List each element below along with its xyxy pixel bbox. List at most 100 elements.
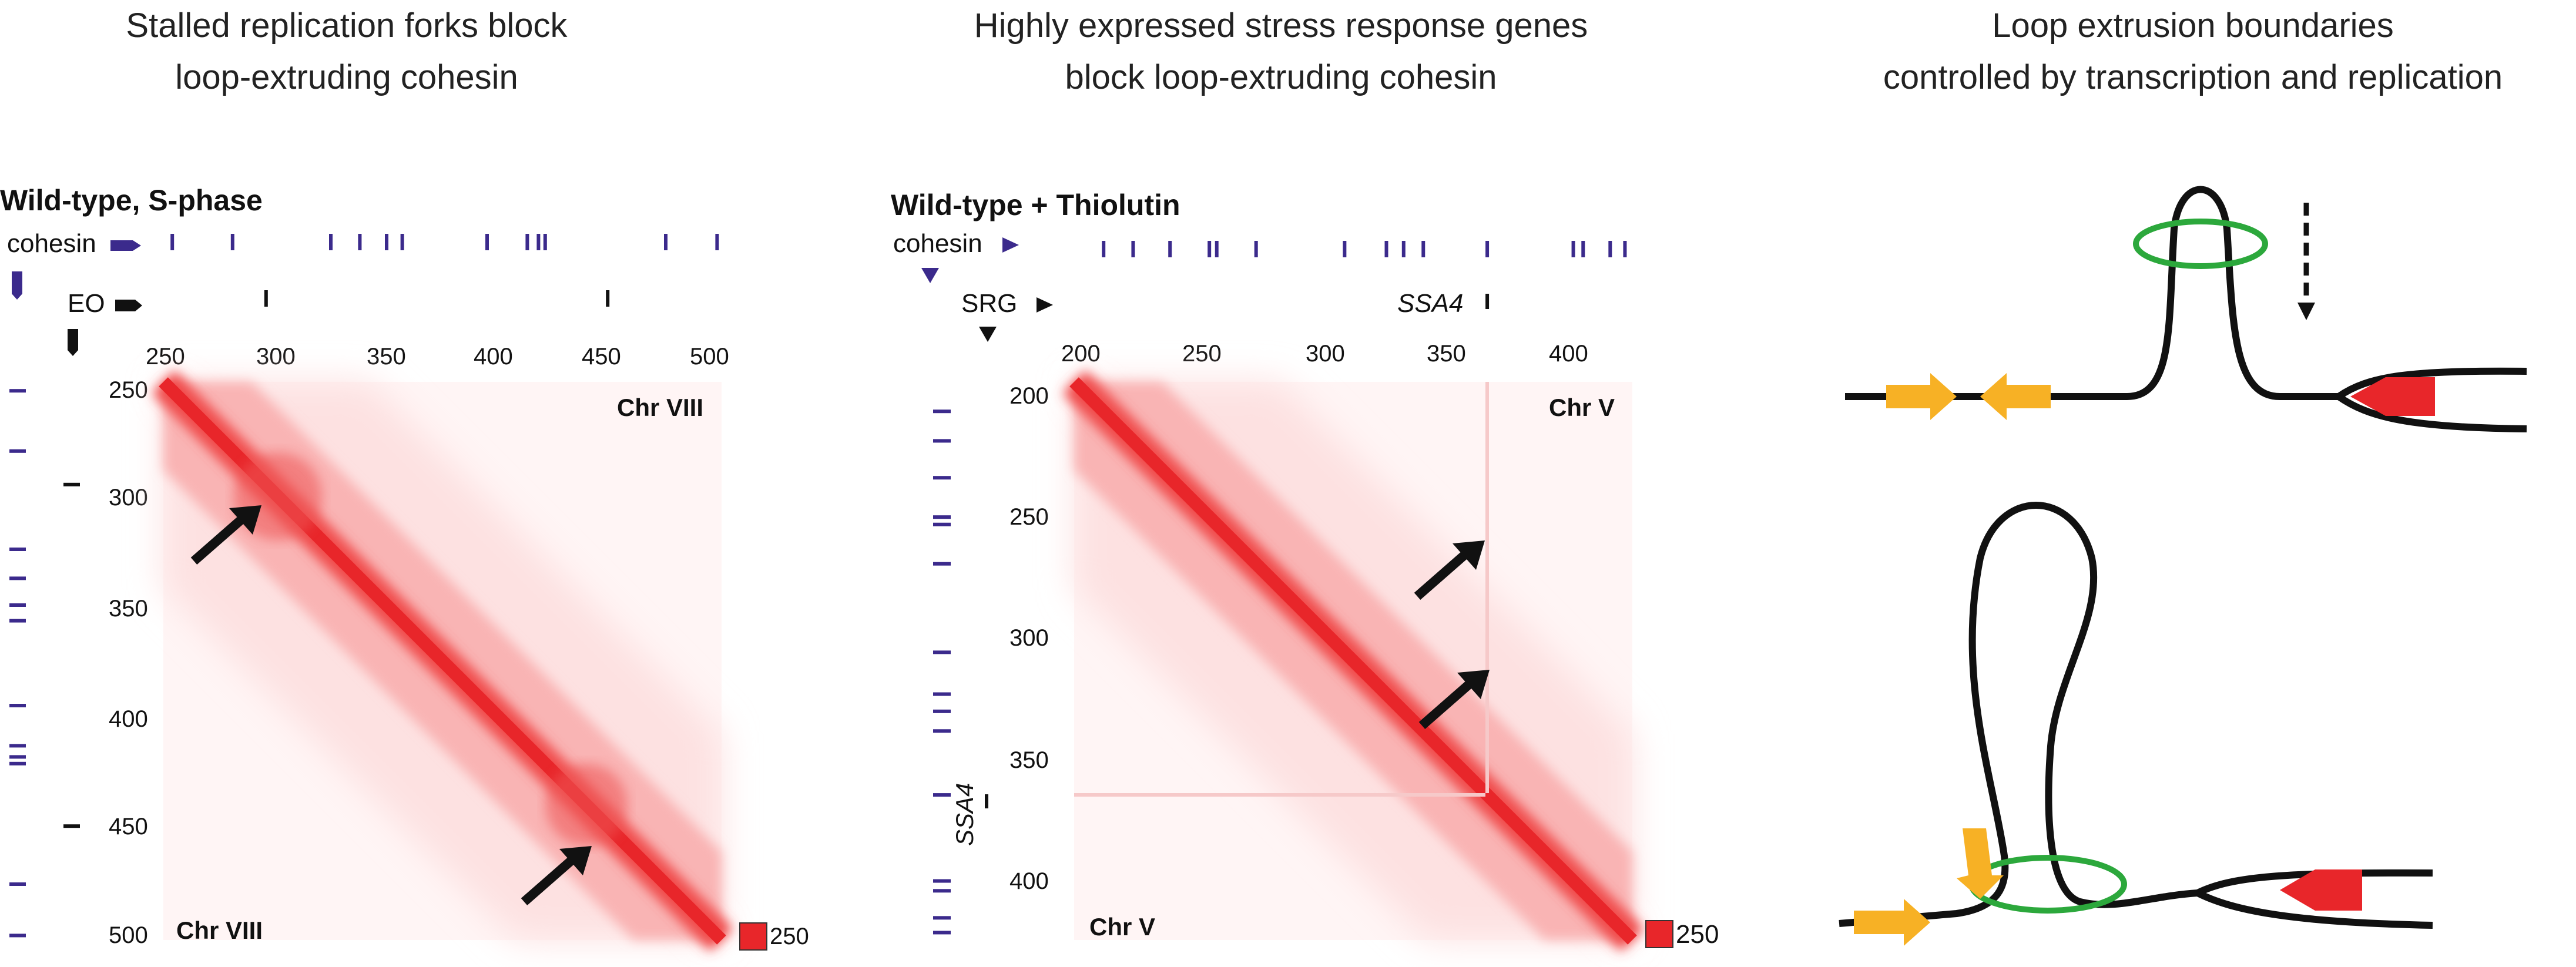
cohesin-site-mark xyxy=(1254,241,1258,257)
cohesin-site-mark xyxy=(1131,241,1135,257)
cohesin-site-mark xyxy=(1102,241,1106,257)
cohesin-site-mark xyxy=(1581,241,1585,257)
cohesin-site-mark xyxy=(536,234,541,250)
panel-b-title-line1: Highly expressed stress response genes xyxy=(974,6,1588,45)
cohesin-site-mark xyxy=(1343,241,1347,257)
panel-b-cohesin-arrow-icon xyxy=(1002,237,1019,253)
eo-site-mark xyxy=(264,290,268,307)
replication-fork-arrow-icon xyxy=(2350,377,2435,416)
panel-a-ytick: 300 xyxy=(109,485,148,511)
cohesin-site-mark xyxy=(933,439,951,443)
panel-a-ytick: 500 xyxy=(109,922,148,948)
cohesin-site-mark xyxy=(1623,241,1627,257)
panel-b-title-line2: block loop-extruding cohesin xyxy=(1065,58,1497,96)
cohesin-site-mark xyxy=(9,389,26,393)
panel-b-gene-label-side: SSA4 xyxy=(951,783,978,846)
transcription-arrow-icon xyxy=(1886,373,1957,420)
panel-a-ytick: 250 xyxy=(109,377,148,403)
cohesin-site-mark xyxy=(933,522,951,526)
cohesin-site-mark xyxy=(1401,241,1406,257)
cohesin-site-mark xyxy=(933,409,951,414)
panel-a-xtick: 350 xyxy=(367,344,406,370)
cohesin-ring-icon xyxy=(2133,219,2268,269)
panel-b-gene-label: SSA4 xyxy=(1397,289,1464,318)
cohesin-site-mark xyxy=(525,234,529,250)
cohesin-site-mark xyxy=(1215,241,1219,257)
cohesin-site-mark xyxy=(9,761,26,765)
panel-b-xtick: 250 xyxy=(1182,341,1222,367)
cohesin-site-mark xyxy=(385,234,388,250)
panel-a-cohesin-arrow-icon xyxy=(110,240,141,251)
srg-site-mark xyxy=(1485,294,1490,309)
panel-a-xtick: 450 xyxy=(582,344,621,370)
cohesin-site-mark xyxy=(170,234,175,250)
panel-b-title: Highly expressed stress response genes b… xyxy=(899,0,1663,103)
panel-b-ytick: 200 xyxy=(1009,383,1049,409)
cohesin-site-mark xyxy=(933,692,951,696)
panel-c-schematic xyxy=(1839,186,2527,946)
cohesin-site-mark xyxy=(9,548,26,551)
panel-b-gene-marker xyxy=(985,794,988,808)
panel-b-xtick: 200 xyxy=(1061,341,1101,367)
panel-b-cohesin-down-arrow-icon xyxy=(921,268,939,283)
panel-a-heatmap xyxy=(152,370,733,952)
cohesin-site-mark xyxy=(715,234,719,250)
panel-b-ytick: 250 xyxy=(1009,504,1049,530)
panel-b-cohesin-label: cohesin xyxy=(893,229,982,258)
cohesin-site-mark xyxy=(358,234,362,250)
cohesin-site-mark xyxy=(933,515,951,519)
panel-b-tracks xyxy=(933,241,1627,935)
cohesin-site-mark xyxy=(9,755,26,759)
panel-b-scale-swatch xyxy=(1645,920,1673,948)
cohesin-site-mark xyxy=(329,234,333,250)
cohesin-site-mark xyxy=(400,234,404,250)
panel-a-arrow-icon xyxy=(521,846,592,906)
cohesin-site-mark xyxy=(9,603,26,607)
cohesin-site-mark xyxy=(1485,241,1490,257)
cohesin-site-mark xyxy=(933,709,951,713)
cohesin-site-mark xyxy=(933,476,951,480)
panel-c-title: Loop extrusion boundaries controlled by … xyxy=(1810,0,2576,103)
transcription-arrow-icon xyxy=(1980,373,2051,420)
cohesin-site-mark xyxy=(933,650,951,654)
cohesin-site-mark xyxy=(543,234,547,250)
loop-diagram-top xyxy=(1845,186,2527,432)
panel-b-scale-value: 250 xyxy=(1676,920,1719,949)
loop-diagram-bottom xyxy=(1839,502,2433,946)
replication-fork-arrow-icon xyxy=(2280,869,2362,911)
panel-b-xtick: 300 xyxy=(1306,341,1345,367)
panel-a-condition: Wild-type, S-phase xyxy=(0,184,263,217)
cohesin-site-mark xyxy=(933,793,951,797)
cohesin-site-mark xyxy=(9,449,26,453)
cohesin-site-mark xyxy=(1608,241,1612,257)
cohesin-site-mark xyxy=(9,934,26,938)
panel-a-xtick: 500 xyxy=(690,344,729,370)
cohesin-site-mark xyxy=(1384,241,1388,257)
eo-site-mark xyxy=(606,290,610,307)
panel-c-title-line2: controlled by transcription and replicat… xyxy=(1883,58,2503,96)
panel-a-chr-bottom: Chr VIII xyxy=(176,916,263,944)
panel-a-xtick: 400 xyxy=(474,344,513,370)
panel-c-title-line1: Loop extrusion boundaries xyxy=(1992,6,2394,45)
cohesin-site-mark xyxy=(9,704,26,707)
cohesin-site-mark xyxy=(9,576,26,580)
cohesin-site-mark xyxy=(933,931,951,935)
panel-b-srg-label: SRG xyxy=(961,289,1018,318)
cohesin-site-mark xyxy=(933,729,951,733)
cohesin-site-mark xyxy=(933,879,951,883)
transcription-arrow-icon xyxy=(1854,899,1930,946)
cohesin-site-mark xyxy=(664,234,668,250)
cohesin-site-mark xyxy=(485,234,489,250)
panel-a-title-line1: Stalled replication forks block xyxy=(126,6,568,45)
cohesin-site-mark xyxy=(9,619,26,623)
cohesin-site-mark xyxy=(933,562,951,566)
eo-site-mark xyxy=(63,482,80,486)
panel-a-ytick: 400 xyxy=(109,706,148,732)
panel-a-xtick: 300 xyxy=(256,344,296,370)
panel-a-title: Stalled replication forks block loop-ext… xyxy=(82,0,611,103)
panel-b-condition: Wild-type + Thiolutin xyxy=(891,189,1180,221)
cohesin-site-mark xyxy=(9,744,26,748)
panel-a-ytick: 450 xyxy=(109,814,148,840)
cohesin-site-mark xyxy=(933,916,951,920)
panel-a-ytick: 350 xyxy=(109,596,148,622)
